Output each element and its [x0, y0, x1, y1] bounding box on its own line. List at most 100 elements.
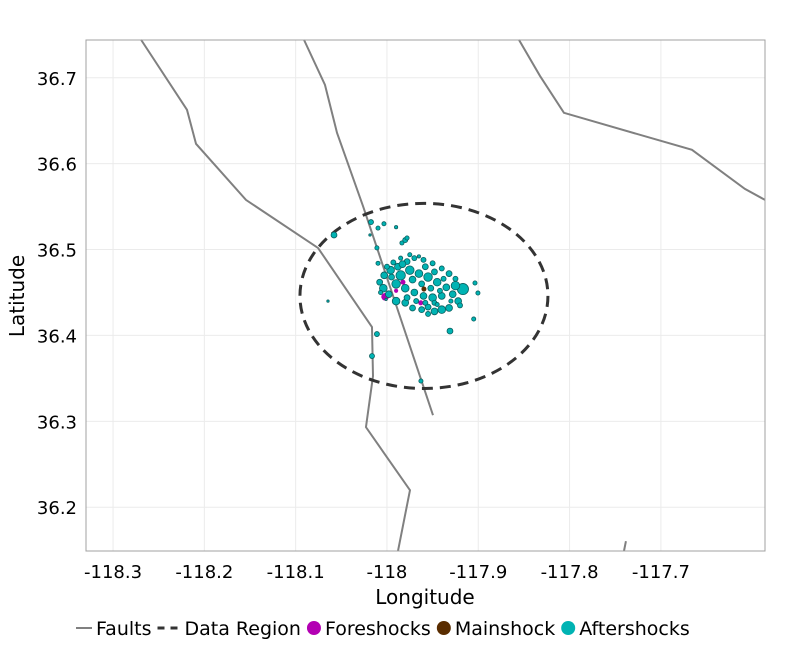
- aftershock-point: [374, 331, 380, 337]
- legend-label: Mainshock: [455, 618, 555, 640]
- aftershock-point: [421, 263, 429, 271]
- x-tick-label: -118: [367, 562, 408, 583]
- aftershock-point: [422, 299, 429, 306]
- aftershock-point: [416, 254, 421, 259]
- fault-line: [622, 541, 627, 552]
- aftershock-point: [330, 231, 338, 239]
- aftershock-point: [437, 305, 446, 314]
- legend-aftershocks-key: [561, 621, 576, 635]
- aftershock-point: [450, 280, 461, 291]
- aftershock-point: [440, 275, 447, 282]
- x-tick-label: -118.2: [175, 562, 233, 583]
- aftershock-point: [411, 255, 418, 262]
- aftershock-point: [380, 271, 389, 280]
- legend-foreshocks-key: [306, 621, 321, 635]
- legend-label: Aftershocks: [579, 618, 690, 640]
- fault-line: [303, 39, 434, 416]
- aftershock-point: [384, 263, 390, 270]
- aftershock-point: [398, 260, 407, 268]
- data-region-ellipse: [298, 201, 550, 391]
- aftershock-point: [425, 311, 431, 317]
- y-tick-label: 36.3: [37, 412, 77, 433]
- aftershock-point: [395, 270, 406, 281]
- x-tick-label: -117.9: [449, 562, 507, 583]
- aftershock-point: [378, 290, 384, 295]
- x-axis-ticks: -118.3 -118.2 -118.1 -118 -117.9 -117.8 -117.7: [84, 562, 690, 583]
- aftershock-point: [427, 284, 435, 292]
- aftershock-point: [445, 270, 453, 277]
- y-axis-label: Latitude: [5, 255, 29, 337]
- aftershock-point: [445, 304, 453, 312]
- data-region-layer: [298, 201, 550, 391]
- aftershock-point: [413, 298, 420, 305]
- y-axis-ticks: 36.2 36.3 36.4 36.5 36.6 36.7: [37, 69, 77, 519]
- aftershock-point: [419, 292, 428, 300]
- grid-lines: [86, 40, 765, 551]
- aftershock-point: [405, 265, 415, 275]
- aftershock-point: [418, 306, 426, 314]
- aftershock-point: [369, 353, 375, 359]
- aftershock-point: [442, 283, 451, 292]
- aftershock-point: [394, 225, 399, 230]
- y-tick-label: 36.6: [37, 155, 77, 176]
- aftershock-point: [418, 280, 426, 288]
- aftershock-point: [446, 327, 454, 335]
- aftershock-point: [390, 259, 397, 266]
- legend-mainshock-key: [436, 621, 451, 635]
- aftershock-point: [448, 298, 454, 304]
- aftershock-point: [437, 287, 443, 294]
- aftershock-point: [457, 302, 463, 309]
- events-layer: [326, 219, 481, 384]
- aftershock-point: [391, 296, 401, 306]
- aftershock-point: [471, 316, 477, 322]
- aftershock-point: [400, 283, 410, 293]
- aftershock-point: [414, 269, 424, 278]
- foreshock-point: [400, 279, 406, 285]
- fault-line: [518, 39, 766, 201]
- aftershock-point: [404, 235, 410, 241]
- foreshock-point: [394, 288, 399, 293]
- aftershock-point: [368, 219, 374, 225]
- aftershock-point: [391, 279, 401, 289]
- aftershock-point: [429, 260, 436, 267]
- x-tick-label: -118.1: [267, 562, 325, 583]
- aftershock-point: [424, 303, 432, 311]
- y-tick-label: 36.4: [37, 326, 77, 347]
- aftershock-point: [398, 255, 404, 261]
- aftershock-point: [423, 272, 433, 282]
- plot-border: [85, 39, 766, 552]
- mainshock-point: [421, 286, 427, 292]
- y-tick-label: 36.5: [37, 241, 77, 262]
- aftershock-point: [472, 280, 478, 286]
- y-tick-label: 36.7: [37, 69, 77, 90]
- legend-label: Foreshocks: [325, 618, 431, 640]
- aftershock-point: [375, 225, 381, 231]
- x-axis-label: Longitude: [375, 585, 474, 609]
- aftershock-point: [420, 256, 427, 263]
- aftershock-point: [452, 275, 459, 282]
- aftershock-point: [431, 268, 438, 276]
- aftershock-point: [368, 233, 372, 237]
- aftershock-point: [430, 307, 439, 316]
- aftershock-point: [407, 252, 413, 258]
- aftershock-point: [475, 290, 481, 296]
- aftershock-point: [388, 273, 395, 281]
- aftershock-point: [409, 304, 416, 312]
- x-tick-label: -117.7: [632, 562, 690, 583]
- aftershock-point: [410, 288, 419, 297]
- aftershock-point: [384, 290, 393, 299]
- aftershock-point: [384, 297, 388, 301]
- aftershock-point: [448, 290, 457, 299]
- aftershock-point: [376, 278, 384, 286]
- aftershock-point: [379, 283, 388, 293]
- y-tick-label: 36.2: [37, 498, 77, 519]
- aftershock-point: [432, 277, 442, 287]
- x-tick-label: -118.3: [84, 562, 142, 583]
- aftershock-point: [408, 275, 417, 284]
- fault-line: [140, 39, 412, 552]
- aftershock-point: [375, 260, 381, 266]
- x-tick-label: -117.8: [541, 562, 599, 583]
- aftershock-point: [418, 378, 424, 384]
- aftershock-point: [434, 302, 440, 307]
